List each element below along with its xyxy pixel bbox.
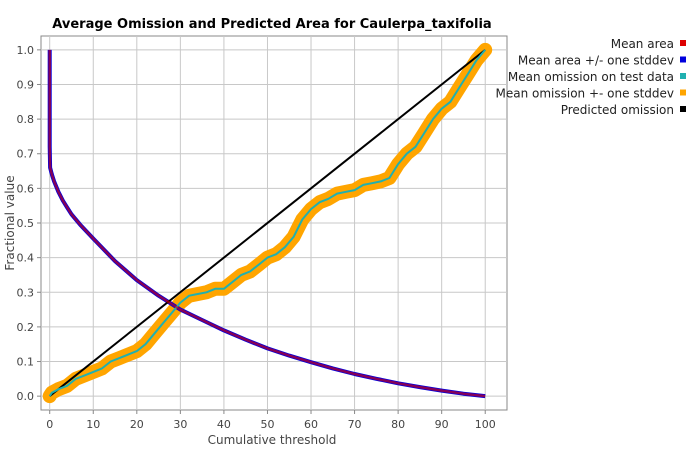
legend-label: Mean area <box>611 37 674 51</box>
legend-swatch <box>680 106 686 112</box>
x-tick-label: 30 <box>173 418 187 431</box>
y-axis-ticks: 0.0 0.1 0.2 0.3 0.4 0.5 0.6 0.7 0.8 0.9 1.0 <box>17 44 41 403</box>
x-tick-label: 20 <box>130 418 144 431</box>
y-tick-label: 0.1 <box>17 356 35 369</box>
y-tick-label: 0.4 <box>17 252 35 265</box>
y-tick-label: 0.7 <box>17 148 35 161</box>
y-tick-label: 0.0 <box>17 390 35 403</box>
x-tick-label: 60 <box>304 418 318 431</box>
series-lines <box>48 49 486 398</box>
x-axis-label: Cumulative threshold <box>208 433 337 447</box>
gridlines <box>41 36 507 410</box>
y-axis-label: Fractional value <box>3 175 17 270</box>
legend-swatch <box>680 40 686 46</box>
x-tick-label: 50 <box>260 418 274 431</box>
legend-label: Mean area +/- one stddev <box>518 54 674 68</box>
chart-title: Average Omission and Predicted Area for … <box>52 17 491 32</box>
x-tick-label: 40 <box>217 418 231 431</box>
y-tick-label: 0.2 <box>17 321 35 334</box>
legend-label: Mean omission on test data <box>508 70 674 84</box>
legend-label: Predicted omission <box>561 103 674 117</box>
y-tick-label: 1.0 <box>17 44 35 57</box>
y-tick-label: 0.9 <box>17 78 35 91</box>
series-mean-area <box>48 49 486 398</box>
y-tick-label: 0.3 <box>17 286 35 299</box>
x-tick-label: 10 <box>86 418 100 431</box>
x-tick-label: 100 <box>475 418 496 431</box>
legend-label: Mean omission +- one stddev <box>496 87 675 101</box>
legend-swatch <box>680 56 686 63</box>
x-tick-label: 0 <box>46 418 53 431</box>
x-tick-label: 80 <box>391 418 405 431</box>
x-axis-ticks: 0 10 20 30 40 50 60 70 80 90 100 <box>46 410 496 431</box>
y-tick-label: 0.8 <box>17 113 35 126</box>
legend-swatch <box>680 73 686 79</box>
series-mean-omission <box>48 49 486 397</box>
y-tick-label: 0.6 <box>17 182 35 195</box>
series-predicted-omission <box>49 49 486 397</box>
y-tick-label: 0.5 <box>17 217 35 230</box>
x-tick-label: 70 <box>348 418 362 431</box>
x-tick-label: 90 <box>435 418 449 431</box>
legend: Mean area Mean area +/- one stddev Mean om… <box>496 37 686 117</box>
legend-swatch <box>680 89 686 96</box>
